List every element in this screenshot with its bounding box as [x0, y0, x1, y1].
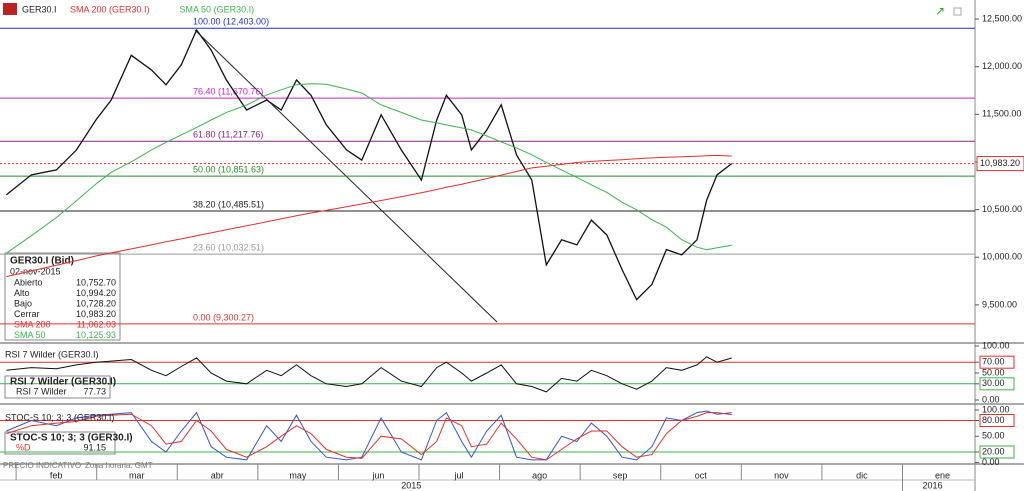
fib-label: 38.20 (10,485.51) [193, 199, 264, 209]
x-tick-label: nov [774, 470, 789, 480]
y-tick-box [979, 355, 1015, 369]
window-button[interactable] [953, 7, 962, 16]
series-line [6, 356, 732, 393]
info-value: 10,994.20 [76, 288, 116, 298]
info-date: 02-nov-2015 [10, 266, 61, 276]
x-tick-label: oct [695, 470, 708, 480]
y-tick-label: 0.00 [982, 394, 1000, 404]
year-label: 2016 [922, 480, 942, 490]
x-tick-label: feb [50, 470, 63, 480]
fib-label: 100.00 (12,403.00) [193, 17, 269, 27]
y-tick-label: 10,000.00 [982, 252, 1022, 262]
info-label: Bajo [14, 298, 32, 308]
y-tick-label: 9,500.00 [982, 299, 1017, 309]
y-tick-label: 20.00 [982, 446, 1005, 456]
y-tick-label: 11,500.00 [982, 109, 1021, 119]
fib-label: 50.00 (10,851.63) [193, 164, 264, 174]
trend-icon[interactable]: ↗ [935, 4, 945, 18]
symbol[interactable]: GER30.I [22, 4, 57, 14]
rsi-box [4, 375, 111, 399]
panel-box-title: RSI 7 Wilder (GER30.I) [10, 377, 116, 388]
info-box [4, 252, 121, 341]
y-tick-label: 12,500.00 [982, 13, 1022, 23]
last-price-box [976, 156, 1024, 172]
x-tick-label: mar [129, 470, 145, 480]
footer-timezone: Zona horaria: GMT [85, 461, 153, 470]
info-label: Alto [14, 288, 30, 298]
x-tick-label: jun [371, 470, 384, 480]
y-tick-label: 12,000.00 [982, 61, 1022, 71]
info-label: Cerrar [14, 309, 40, 319]
y-tick-box [979, 413, 1015, 427]
x-tick-label: abr [211, 470, 224, 480]
panel-box-name: RSI 7 Wilder [16, 386, 67, 396]
series-line [6, 412, 732, 461]
x-tick-label: ago [532, 470, 547, 480]
series-line [6, 410, 732, 461]
y-tick-label: 100.00 [982, 404, 1010, 414]
panel-box-value: 77.73 [83, 386, 106, 396]
y-tick-label: 0.00 [982, 457, 1000, 467]
info-label: SMA 50 [14, 330, 46, 340]
y-tick-label: 70.00 [982, 357, 1005, 367]
info-value: 10,752.70 [76, 277, 116, 287]
panel-box-name: %D [16, 442, 31, 452]
app-icon[interactable] [3, 3, 17, 15]
x-tick-label: sep [613, 470, 628, 480]
panel-title: RSI 7 Wilder (GER30.I) [5, 349, 99, 359]
fib-label: 23.60 (10,032.51) [193, 243, 264, 253]
x-tick-label: ene [935, 470, 950, 480]
panel-title: STOC-S 10; 3; 3 (GER30.I) [5, 412, 114, 422]
info-value: 10,125.93 [76, 330, 116, 340]
series-line [6, 154, 732, 278]
info-value: 10,728.20 [76, 298, 116, 308]
series-line [6, 83, 732, 254]
info-label: Abierto [14, 277, 43, 287]
last-price-label: 10,983.20 [980, 158, 1020, 168]
x-tick-label: may [289, 470, 307, 480]
series-line [5, 28, 733, 301]
panel-box-value: 91.15 [83, 442, 106, 452]
stoch-box [4, 431, 116, 455]
y-tick-box [979, 445, 1015, 459]
y-tick-label: 100.00 [982, 340, 1010, 350]
year-label: 2015 [401, 480, 421, 490]
y-tick-label: 50.00 [982, 431, 1005, 441]
y-tick-label: 30.00 [982, 378, 1005, 388]
x-tick-label: dic [856, 470, 868, 480]
panel-box-title: STOC-S 10; 3; 3 (GER30.I) [10, 433, 133, 444]
fib-label: 76.40 (11,670.76) [193, 86, 263, 96]
y-tick-box [979, 377, 1015, 391]
y-tick-label: 80.00 [982, 415, 1005, 425]
fib-label: 0.00 (9,300.27) [193, 312, 254, 322]
footer-note: PRECIO INDICATIVO [3, 461, 81, 470]
x-tick-label: jul [454, 470, 464, 480]
y-tick-label: 50.00 [982, 367, 1005, 377]
y-tick-label: 10,500.00 [982, 204, 1022, 214]
legend-entry[interactable]: SMA 50 (GER30.I) [180, 4, 255, 14]
fib-label: 61.80 (11,217.76) [193, 130, 263, 140]
info-title: GER30.I (Bid) [10, 256, 74, 267]
info-value: 10,983.20 [76, 309, 116, 319]
legend-entry[interactable]: SMA 200 (GER30.I) [70, 4, 150, 14]
